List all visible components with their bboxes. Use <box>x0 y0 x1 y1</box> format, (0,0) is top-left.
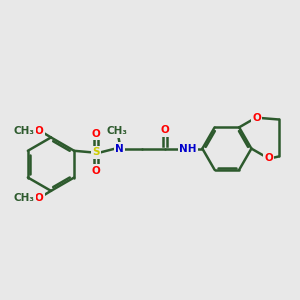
Text: CH₃: CH₃ <box>106 126 127 136</box>
Text: S: S <box>92 147 100 158</box>
Text: NH: NH <box>179 144 196 154</box>
Text: O: O <box>92 166 100 176</box>
Text: O: O <box>252 113 261 123</box>
Text: O: O <box>92 129 100 139</box>
Text: O: O <box>264 153 273 163</box>
Text: CH₃: CH₃ <box>14 193 34 203</box>
Text: O: O <box>160 125 169 135</box>
Text: O: O <box>35 125 44 136</box>
Text: N: N <box>115 144 124 154</box>
Text: CH₃: CH₃ <box>14 125 34 136</box>
Text: O: O <box>35 193 44 203</box>
